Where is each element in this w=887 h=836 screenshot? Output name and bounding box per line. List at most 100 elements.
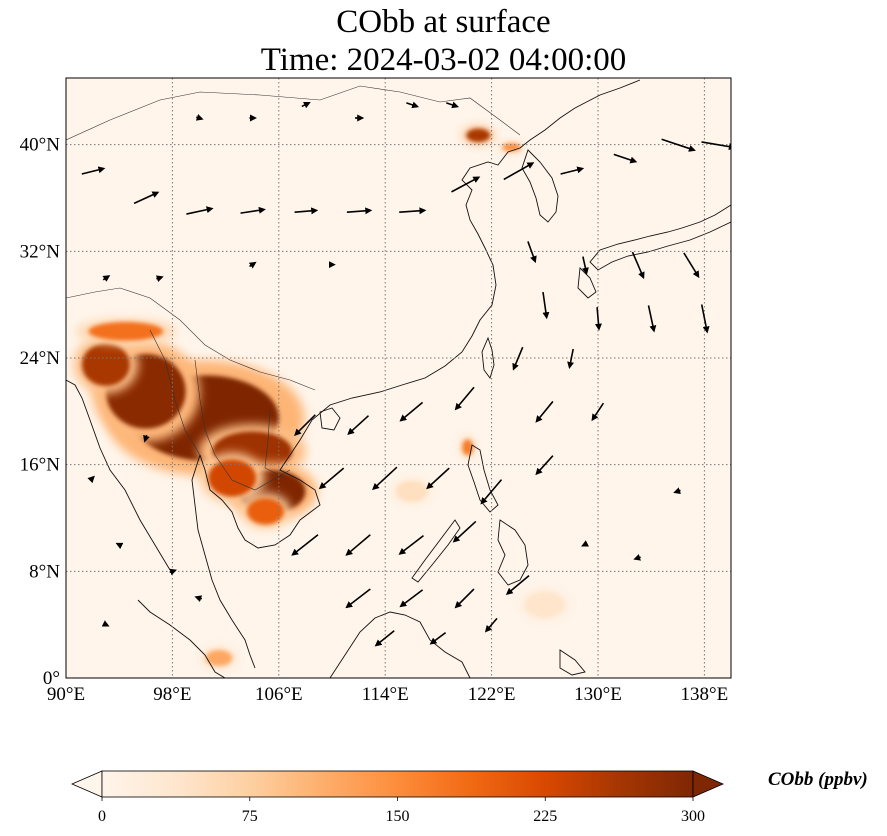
wind-arrow xyxy=(512,346,524,371)
x-axis-ticks: 90°E 98°E 106°E 114°E 122°E 130°E 138°E xyxy=(47,684,728,705)
wind-arrow xyxy=(240,206,266,214)
map-frame xyxy=(65,77,732,679)
wind-arrow xyxy=(535,455,554,476)
wind-arrow xyxy=(673,487,681,494)
y-tick-label: 16°N xyxy=(20,455,61,476)
wind-arrow xyxy=(301,101,311,109)
wind-arrow xyxy=(661,138,696,152)
wind-arrow xyxy=(594,307,602,331)
gridlines xyxy=(66,78,731,678)
plume-core-7 xyxy=(246,498,285,525)
colorbar: 0 75 150 225 300 xyxy=(70,770,725,825)
wind-arrow xyxy=(399,401,424,422)
wind-arrow xyxy=(683,252,700,279)
wind-arrow xyxy=(567,348,575,369)
wind-arrow xyxy=(631,251,645,280)
coastline-hainan xyxy=(319,407,341,431)
wind-arrow xyxy=(454,386,475,411)
wind-arrow xyxy=(613,153,638,164)
wind-arrow xyxy=(291,534,319,556)
wind-arrow xyxy=(527,241,537,264)
coastline-malay-peninsula xyxy=(191,454,256,669)
y-tick-label: 24°N xyxy=(20,348,61,369)
wind-arrow xyxy=(429,631,447,645)
map-subtitle-time: Time: 2024-03-02 04:00:00 xyxy=(260,42,627,78)
wind-arrow xyxy=(294,414,316,436)
wind-arrow xyxy=(87,475,95,484)
wind-vectors xyxy=(81,101,731,647)
coastline-bay-of-bengal xyxy=(66,379,171,571)
y-tick-label: 32°N xyxy=(20,241,61,262)
wind-arrow xyxy=(399,589,424,608)
wind-arrow xyxy=(581,540,589,547)
wind-arrow xyxy=(374,630,395,647)
y-tick-label: 40°N xyxy=(20,135,61,156)
plume-core-11 xyxy=(205,650,233,666)
wind-arrow xyxy=(248,261,257,269)
colorbar-tick-label: 300 xyxy=(681,808,705,825)
wind-arrow xyxy=(81,166,106,175)
country-borders xyxy=(66,85,521,491)
coastline-philippines-south xyxy=(497,519,529,586)
coastline-luzon xyxy=(467,444,499,513)
colorbar-extend-low xyxy=(70,770,103,798)
coastline-japan xyxy=(589,204,731,271)
wind-arrow xyxy=(169,568,177,576)
wind-arrow xyxy=(194,595,203,603)
colorbar-tick-label: 0 xyxy=(98,808,106,825)
wind-arrow xyxy=(133,191,160,205)
wind-arrow xyxy=(591,402,605,422)
wind-arrow xyxy=(480,479,503,505)
colorbar-tick-label: 225 xyxy=(533,808,557,825)
wind-arrow xyxy=(701,141,731,150)
x-tick-label: 90°E xyxy=(47,684,85,705)
wind-arrow xyxy=(647,305,657,333)
wind-arrow xyxy=(454,588,475,609)
colorbar-extend-high xyxy=(692,770,725,798)
x-tick-label: 138°E xyxy=(681,684,729,705)
wind-arrow xyxy=(399,207,427,215)
wind-arrow xyxy=(484,617,498,633)
coastline-sumatra xyxy=(137,599,226,678)
wind-arrow xyxy=(372,466,398,491)
wind-arrow xyxy=(186,206,214,215)
x-tick-label: 106°E xyxy=(255,684,303,705)
wind-arrow xyxy=(346,207,373,215)
colorbar-body xyxy=(101,770,694,798)
coastlines xyxy=(66,79,731,678)
coastline-indochina xyxy=(199,454,321,549)
wind-arrow xyxy=(155,275,164,283)
wind-arrow xyxy=(581,256,589,275)
colorbar-label: CObb (ppbv) xyxy=(768,769,868,790)
wind-arrow xyxy=(347,415,370,436)
cobb-concentration-field xyxy=(73,126,572,669)
wind-arrow xyxy=(102,275,111,282)
plume-core-13 xyxy=(524,591,565,619)
wind-arrow xyxy=(535,400,554,423)
wind-arrow xyxy=(633,553,642,561)
y-axis-ticks: 0° 8°N 16°N 24°N 32°N 40°N xyxy=(20,135,61,689)
wind-arrow xyxy=(406,101,420,109)
wind-arrow xyxy=(503,162,535,181)
plume-core-2 xyxy=(81,343,130,386)
colorbar-ticks: 0 75 150 225 300 xyxy=(98,797,705,825)
wind-arrow xyxy=(345,588,371,609)
wind-arrow xyxy=(426,467,450,490)
wind-arrow xyxy=(195,113,204,121)
plume-core-3 xyxy=(88,322,164,341)
colorbar-tick-label: 75 xyxy=(242,808,258,825)
plume-core-12 xyxy=(395,480,428,503)
wind-arrow xyxy=(101,620,110,627)
x-tick-label: 98°E xyxy=(153,684,191,705)
wind-arrow xyxy=(294,207,319,215)
coastline-china xyxy=(289,79,641,456)
map-title: CObb at surface xyxy=(336,4,551,40)
coastline-korea xyxy=(521,149,559,223)
y-tick-label: 8°N xyxy=(29,561,60,582)
wind-arrow xyxy=(452,520,477,543)
wind-arrow xyxy=(446,101,459,109)
x-tick-label: 122°E xyxy=(468,684,516,705)
wind-arrow xyxy=(451,176,481,193)
wind-arrow xyxy=(700,304,710,334)
